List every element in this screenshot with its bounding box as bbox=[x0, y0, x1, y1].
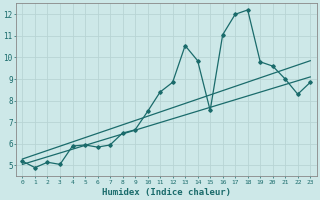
X-axis label: Humidex (Indice chaleur): Humidex (Indice chaleur) bbox=[102, 188, 231, 197]
